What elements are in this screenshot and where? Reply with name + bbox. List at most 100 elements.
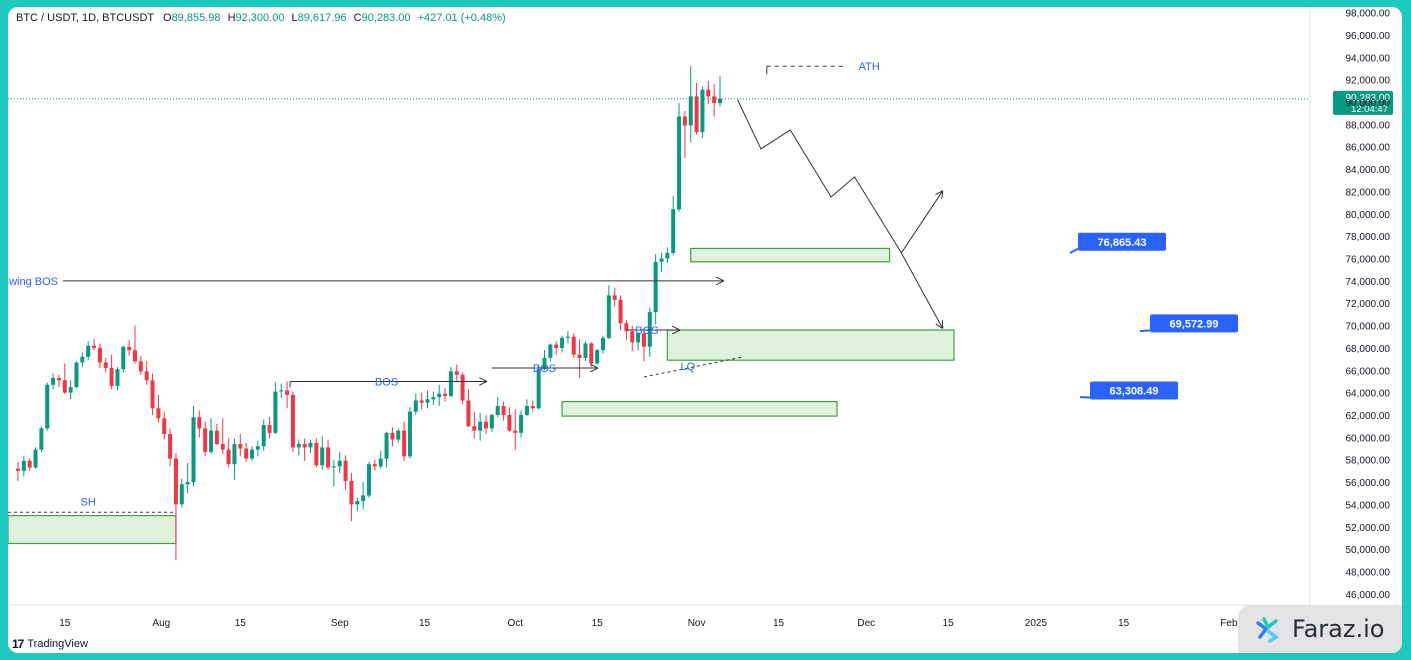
candle-body bbox=[489, 414, 494, 429]
symbol-header[interactable]: BTC / USDT, 1D, BTCUSDT O89,855.98 H92,3… bbox=[16, 12, 506, 24]
candle-body bbox=[630, 331, 635, 343]
candle-body bbox=[542, 357, 547, 370]
sh-label: SH bbox=[81, 497, 96, 509]
candle-body bbox=[109, 368, 114, 386]
candle-body bbox=[314, 442, 319, 466]
candle-body bbox=[536, 369, 541, 409]
y-tick-label: 88,000.00 bbox=[1346, 120, 1391, 131]
candle-body bbox=[682, 116, 687, 126]
candle-body bbox=[68, 387, 73, 393]
candle-body bbox=[425, 399, 430, 403]
candle-body bbox=[378, 458, 383, 467]
candle-body bbox=[384, 432, 389, 459]
candle-body bbox=[255, 446, 260, 450]
price-callout-label: 63,308.49 bbox=[1110, 385, 1159, 397]
candle-body bbox=[238, 444, 243, 449]
candle-body bbox=[367, 464, 371, 496]
x-tick-label: Sep bbox=[331, 618, 349, 629]
candle-body bbox=[185, 482, 190, 485]
candle-body bbox=[659, 258, 664, 262]
candle-body bbox=[583, 343, 588, 358]
candle-body bbox=[232, 444, 237, 465]
candle-body bbox=[150, 380, 155, 409]
y-tick-label: 56,000.00 bbox=[1346, 478, 1391, 489]
y-tick-label: 80,000.00 bbox=[1346, 210, 1391, 221]
tradingview-logo-icon: 17 bbox=[12, 637, 24, 651]
open-label: O bbox=[163, 12, 172, 24]
bos-3-label: BOS bbox=[635, 325, 658, 337]
candle-body bbox=[162, 418, 167, 434]
candle-body bbox=[179, 484, 184, 505]
candle-body bbox=[45, 384, 50, 429]
low-value: 89,617.96 bbox=[297, 12, 347, 24]
candle-body bbox=[647, 312, 652, 347]
candle-body bbox=[618, 299, 623, 324]
candle-body bbox=[168, 433, 173, 459]
y-tick-label: 52,000.00 bbox=[1346, 523, 1391, 534]
x-tick-label: Oct bbox=[507, 618, 523, 629]
candle-body bbox=[595, 350, 600, 364]
candle-body bbox=[127, 346, 132, 351]
y-tick-label: 76,000.00 bbox=[1346, 254, 1391, 265]
x-tick-label: 15 bbox=[773, 618, 785, 629]
candle-body bbox=[226, 449, 231, 465]
watermark-label: Faraz.io bbox=[1292, 615, 1385, 643]
candle-body bbox=[97, 347, 102, 363]
lq-line bbox=[643, 356, 744, 378]
candle-body bbox=[290, 394, 295, 448]
candle-body bbox=[700, 89, 705, 133]
candle-body bbox=[27, 460, 32, 468]
candle-body bbox=[472, 426, 477, 431]
candle-body bbox=[173, 458, 178, 505]
price-callout-pointer bbox=[1069, 247, 1079, 254]
candle-body bbox=[279, 390, 284, 392]
close-value: 90,283.00 bbox=[361, 12, 411, 24]
candle-body bbox=[138, 361, 143, 372]
candle-body bbox=[39, 428, 44, 450]
candle-body bbox=[712, 96, 717, 104]
y-tick-label: 58,000.00 bbox=[1346, 456, 1391, 467]
candle-body bbox=[624, 323, 629, 332]
y-tick-label: 96,000.00 bbox=[1346, 31, 1391, 42]
tradingview-brand[interactable]: 17 TradingView bbox=[12, 637, 88, 651]
candle-body bbox=[507, 414, 512, 431]
candle-body bbox=[273, 391, 278, 433]
x-tick-label: 2025 bbox=[1025, 618, 1048, 629]
candle-body bbox=[343, 460, 348, 481]
candle-body bbox=[308, 442, 313, 448]
candle-body bbox=[454, 371, 459, 375]
candle-body bbox=[302, 444, 307, 448]
candle-body bbox=[431, 397, 436, 400]
price-callout-box bbox=[1090, 381, 1178, 400]
candle-body bbox=[718, 98, 722, 104]
candle-body bbox=[331, 466, 336, 468]
demand-zone bbox=[666, 329, 955, 361]
candle-body bbox=[349, 480, 354, 505]
demand-zone bbox=[8, 514, 177, 545]
tradingview-label: TradingView bbox=[27, 638, 88, 650]
y-tick-label: 48,000.00 bbox=[1346, 567, 1391, 578]
candle-body bbox=[62, 380, 67, 393]
ath-label: ATH bbox=[859, 61, 880, 73]
candle-body bbox=[524, 406, 529, 415]
candle-body bbox=[92, 345, 97, 348]
candle-body bbox=[606, 295, 611, 338]
candle-body bbox=[244, 448, 249, 459]
candle-body bbox=[677, 116, 682, 210]
x-tick-label: 15 bbox=[419, 618, 431, 629]
candle-body bbox=[495, 406, 500, 415]
candle-body bbox=[641, 333, 646, 347]
x-tick-label: 15 bbox=[235, 618, 247, 629]
candle-body bbox=[501, 406, 506, 415]
candle-body bbox=[665, 252, 670, 259]
candle-body bbox=[612, 295, 617, 300]
y-tick-label: 72,000.00 bbox=[1346, 299, 1391, 310]
y-tick-label: 98,000.00 bbox=[1346, 9, 1391, 20]
candle-body bbox=[250, 449, 254, 459]
candle-body bbox=[466, 400, 471, 427]
projection-path-2 bbox=[900, 252, 942, 328]
candle-body bbox=[197, 417, 202, 429]
